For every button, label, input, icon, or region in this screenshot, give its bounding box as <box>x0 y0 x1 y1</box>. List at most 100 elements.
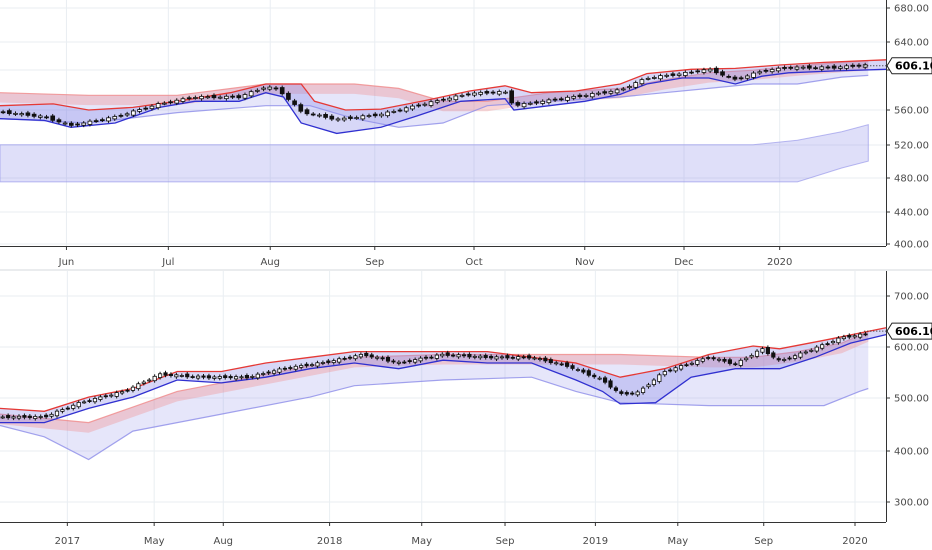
weekly-candle <box>136 383 141 390</box>
weekly-candle <box>592 374 597 378</box>
daily-candle <box>769 69 775 73</box>
daily-last-price-label: 606.10 <box>895 60 932 73</box>
weekly-blue-line <box>0 333 887 424</box>
weekly-candle <box>141 381 146 384</box>
weekly-candle <box>125 389 130 392</box>
weekly-candle <box>803 351 808 354</box>
daily-candle <box>546 99 552 104</box>
weekly-candle <box>510 356 515 359</box>
daily-candle <box>168 101 173 104</box>
daily-candle <box>577 94 583 98</box>
daily-cloud-top-line <box>0 60 869 102</box>
daily-candle <box>236 95 242 99</box>
weekly-candle <box>239 376 244 379</box>
daily-candle <box>521 103 527 108</box>
weekly-candle <box>695 360 700 365</box>
weekly-candle <box>624 392 629 395</box>
daily-candle <box>639 79 645 85</box>
daily-candle <box>819 66 825 70</box>
weekly-candle <box>163 372 168 376</box>
daily-candle <box>682 71 688 76</box>
weekly-candle <box>114 392 119 397</box>
weekly-candle <box>852 335 857 338</box>
daily-candle <box>782 67 787 69</box>
daily-candle <box>242 94 248 99</box>
daily-blue-line <box>0 68 887 135</box>
weekly-candle <box>152 375 157 382</box>
weekly-candle <box>722 358 727 362</box>
weekly-candle <box>16 415 22 419</box>
daily-ytick-label: 480.00 <box>894 174 929 185</box>
weekly-candle <box>244 375 249 379</box>
daily-xtick-label: 2020 <box>767 257 792 268</box>
daily-candle <box>490 91 496 94</box>
daily-candle <box>143 107 149 110</box>
weekly-candle <box>738 359 743 366</box>
daily-candle <box>558 98 564 101</box>
daily-candle <box>509 90 514 104</box>
daily-pane[interactable]: 680.00640.00600.00560.00520.00480.00440.… <box>0 0 932 268</box>
weekly-candle <box>554 362 559 365</box>
daily-candle <box>75 123 80 126</box>
daily-ytick-label: 560.00 <box>894 106 929 117</box>
weekly-candle <box>228 376 233 379</box>
daily-ytick-label: 640.00 <box>894 38 929 49</box>
weekly-candle <box>727 359 732 364</box>
daily-candle <box>701 69 707 73</box>
weekly-cloud-top-line <box>0 331 869 424</box>
weekly-candle <box>364 352 369 357</box>
daily-candle <box>608 90 614 94</box>
daily-candle <box>6 110 12 114</box>
daily-candle <box>658 75 663 80</box>
daily-candle <box>217 96 223 99</box>
weekly-candle <box>206 375 212 379</box>
weekly-candle <box>358 353 363 358</box>
weekly-candle <box>640 387 646 393</box>
weekly-candle <box>87 400 92 402</box>
daily-candle <box>248 91 254 97</box>
weekly-candle <box>765 347 770 354</box>
weekly-candle <box>597 377 602 380</box>
weekly-cloud-blue <box>0 331 869 460</box>
weekly-ytick-label: 500.00 <box>894 394 929 405</box>
weekly-candle <box>130 386 136 391</box>
daily-candle <box>788 66 794 69</box>
daily-candle <box>478 91 483 95</box>
weekly-candle <box>195 375 201 379</box>
daily-candle <box>596 92 601 95</box>
weekly-candle <box>760 348 765 353</box>
weekly-candle <box>527 355 532 359</box>
weekly-candle <box>266 371 271 374</box>
weekly-candle <box>282 367 287 370</box>
daily-candle <box>453 95 459 101</box>
weekly-candle <box>82 401 87 404</box>
weekly-candle <box>537 358 543 360</box>
weekly-candle <box>836 337 841 344</box>
weekly-candle <box>434 354 439 359</box>
daily-candle <box>186 97 192 100</box>
daily-candle <box>397 109 403 112</box>
weekly-pane[interactable]: 700.00 600.00 500.00 400.00 300.00 2017 May Aug… <box>0 271 932 547</box>
daily-candle <box>224 95 229 100</box>
weekly-ytick-label: 700.00 <box>894 292 929 303</box>
daily-candle <box>627 86 632 89</box>
weekly-candle <box>22 415 27 418</box>
weekly-candle <box>494 356 499 360</box>
weekly-candle <box>27 415 32 418</box>
daily-candle <box>614 89 620 94</box>
weekly-xtick-label: May <box>411 536 432 547</box>
daily-candle <box>391 111 397 113</box>
weekly-candle <box>168 373 174 376</box>
weekly-candle <box>771 352 776 358</box>
daily-candle <box>37 115 43 118</box>
weekly-candle <box>92 398 98 403</box>
weekly-candle <box>71 404 76 409</box>
weekly-candle <box>646 384 651 388</box>
weekly-candle <box>250 376 255 378</box>
daily-candle <box>341 117 347 121</box>
daily-candle <box>800 66 806 69</box>
daily-xtick-label: Sep <box>365 257 384 268</box>
daily-candle <box>472 92 477 96</box>
daily-candle <box>267 86 273 90</box>
